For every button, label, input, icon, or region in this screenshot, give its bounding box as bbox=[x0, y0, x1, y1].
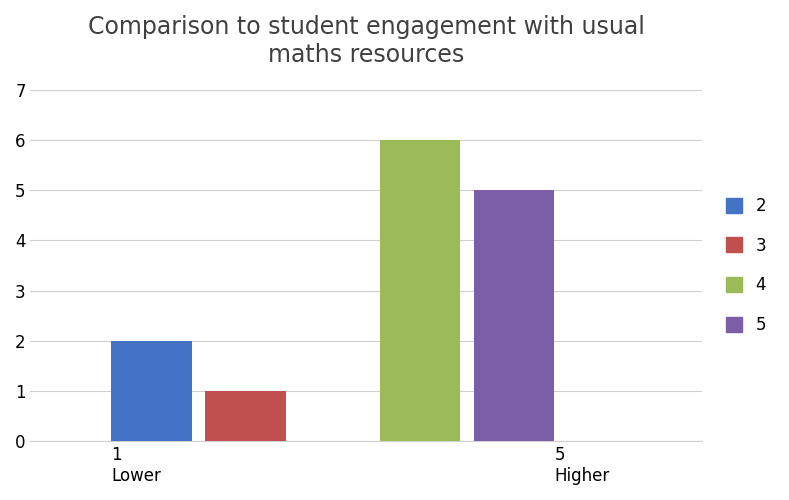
Title: Comparison to student engagement with usual
maths resources: Comparison to student engagement with us… bbox=[88, 15, 645, 67]
Bar bbox=[474, 190, 555, 442]
Bar bbox=[205, 391, 286, 442]
Bar bbox=[111, 341, 192, 442]
Bar bbox=[380, 140, 461, 442]
Legend: 2, 3, 4, 5: 2, 3, 4, 5 bbox=[717, 188, 775, 342]
